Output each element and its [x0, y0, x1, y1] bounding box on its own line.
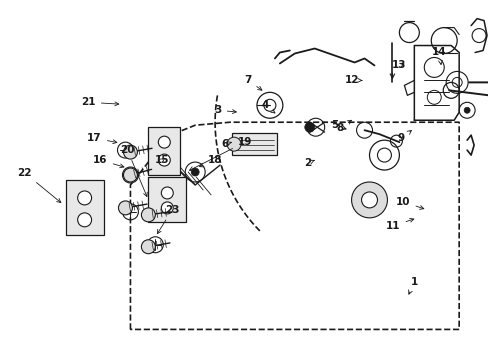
Text: 10: 10	[395, 197, 423, 209]
Circle shape	[463, 107, 469, 113]
Text: 23: 23	[157, 205, 179, 234]
Circle shape	[161, 187, 173, 199]
Circle shape	[141, 240, 155, 254]
Circle shape	[78, 191, 91, 205]
Text: 14: 14	[431, 48, 446, 64]
Text: 5: 5	[330, 120, 346, 130]
Text: 3: 3	[214, 105, 236, 115]
Text: 11: 11	[386, 219, 413, 231]
Text: 7: 7	[244, 75, 262, 90]
Text: 15: 15	[155, 155, 169, 165]
Circle shape	[361, 192, 377, 208]
Text: 8: 8	[335, 120, 351, 133]
Text: 20: 20	[120, 145, 147, 197]
Circle shape	[123, 145, 137, 159]
Circle shape	[78, 213, 91, 227]
Bar	[148, 127, 180, 175]
Text: 21: 21	[81, 97, 119, 107]
Text: 2: 2	[304, 158, 314, 168]
Circle shape	[141, 208, 155, 222]
Circle shape	[158, 136, 170, 148]
Text: 16: 16	[93, 155, 123, 168]
Bar	[232, 133, 276, 155]
Text: 9: 9	[397, 130, 410, 143]
Text: 12: 12	[344, 75, 361, 85]
Text: 6: 6	[221, 139, 231, 149]
Text: 17: 17	[87, 133, 117, 144]
Text: 13: 13	[391, 60, 406, 71]
Circle shape	[304, 122, 314, 132]
Circle shape	[118, 201, 132, 215]
Circle shape	[191, 168, 199, 176]
Circle shape	[226, 137, 241, 151]
Text: 19: 19	[189, 137, 252, 170]
Text: 1: 1	[408, 276, 417, 294]
Bar	[148, 177, 186, 222]
Text: 4: 4	[261, 100, 274, 113]
Circle shape	[123, 168, 137, 182]
Text: 18: 18	[199, 155, 222, 167]
Bar	[65, 180, 103, 235]
Circle shape	[161, 202, 173, 214]
Circle shape	[351, 182, 386, 218]
Circle shape	[158, 154, 170, 166]
Text: 22: 22	[18, 168, 61, 203]
